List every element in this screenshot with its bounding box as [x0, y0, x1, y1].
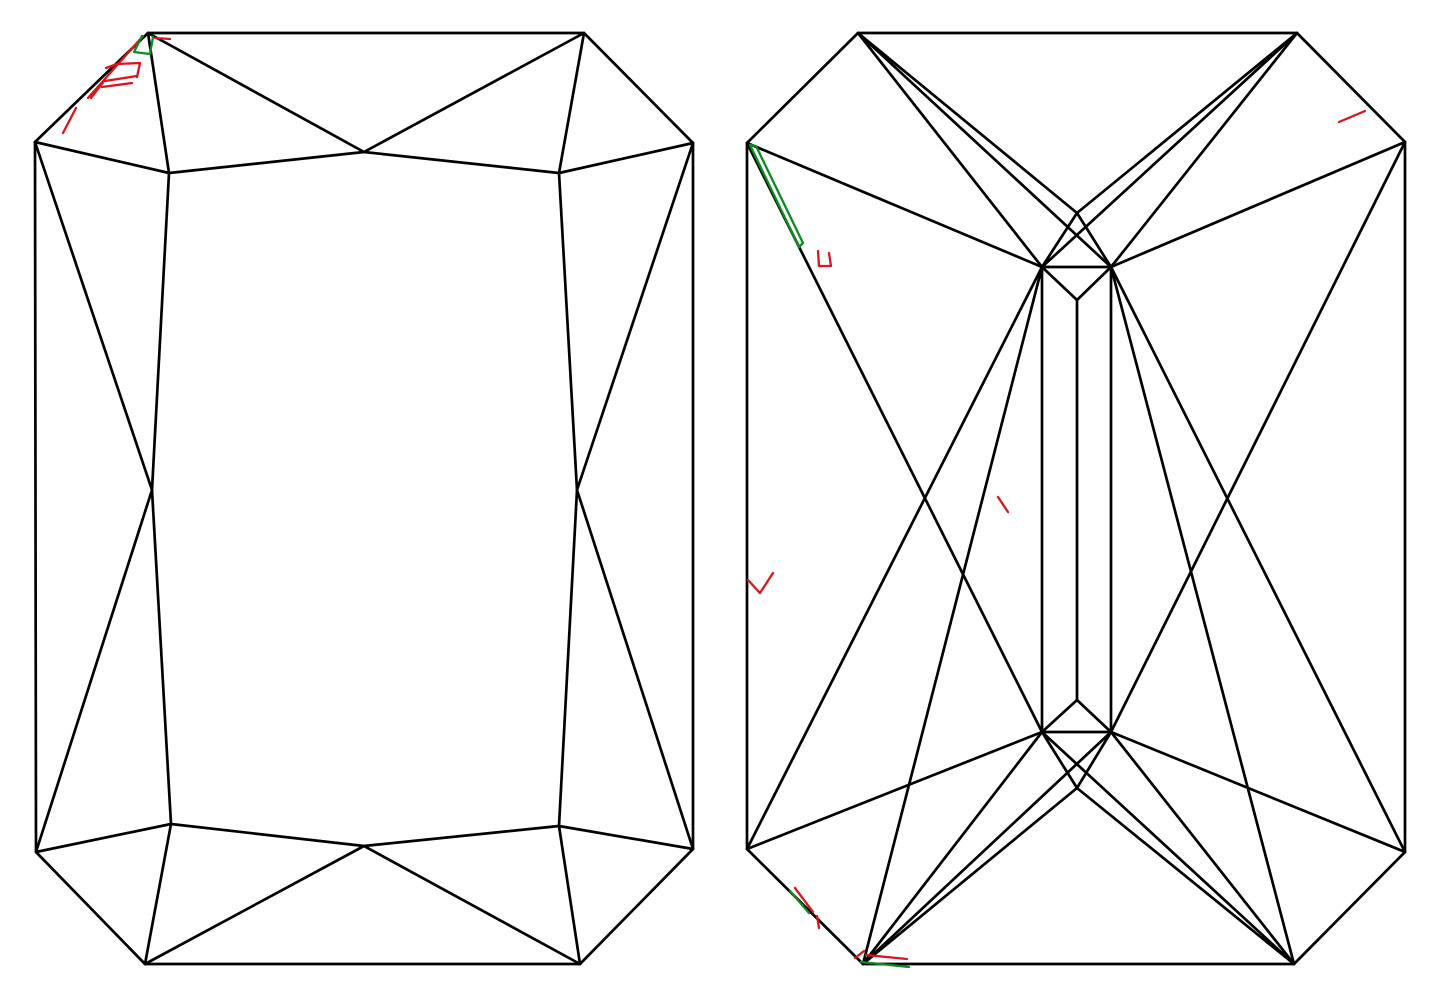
red-inclusion-mark	[996, 495, 1010, 514]
facet-line	[557, 824, 582, 966]
pavilion-view-plot	[745, 31, 1407, 969]
facet-line	[856, 31, 1079, 215]
red-inclusion-mark	[1337, 109, 1367, 124]
facet-line	[34, 822, 173, 854]
red-inclusion-mark	[853, 949, 866, 960]
facet-line	[1075, 211, 1113, 269]
facet-line	[861, 786, 1079, 966]
facet-line	[143, 822, 173, 966]
facet-line	[362, 844, 582, 966]
facet-line	[1075, 265, 1113, 302]
facet-line	[33, 140, 154, 492]
red-inclusion-mark	[793, 886, 815, 914]
facet-line	[1075, 786, 1296, 966]
facet-line	[557, 141, 695, 175]
facet-line	[143, 844, 366, 966]
facet-line	[1109, 265, 1407, 854]
facet-line	[856, 31, 1044, 269]
facet-line	[861, 730, 1044, 966]
facet-line	[1109, 265, 1296, 966]
facet-line	[1109, 140, 1407, 269]
red-inclusion-mark	[864, 953, 909, 961]
facet-line	[1109, 31, 1299, 269]
facet-line	[1075, 730, 1113, 790]
facet-line	[1109, 730, 1296, 966]
facet-line	[1109, 730, 1407, 854]
red-inclusion-mark	[104, 61, 142, 79]
facet-outline	[150, 150, 579, 848]
facet-outline	[33, 31, 695, 966]
red-inclusion-mark	[89, 79, 106, 100]
crown-view-plot	[33, 31, 695, 966]
facet-line	[745, 730, 1044, 851]
red-inclusion-mark	[816, 249, 833, 268]
facet-line	[34, 488, 154, 854]
red-inclusion-mark	[100, 81, 134, 89]
facet-line	[146, 31, 171, 175]
facet-line	[1075, 698, 1113, 734]
red-inclusion-mark	[746, 571, 775, 595]
facet-line	[33, 140, 171, 175]
green-inclusion-mark	[132, 34, 155, 56]
facet-line	[1040, 211, 1079, 269]
red-inclusion-mark	[153, 36, 172, 41]
facet-line	[146, 31, 366, 154]
facet-line	[1040, 31, 1299, 269]
facet-line	[745, 141, 1044, 269]
facet-line	[575, 488, 695, 851]
facet-line	[1040, 698, 1079, 734]
facet-line	[1040, 730, 1296, 966]
red-inclusion-mark	[103, 74, 139, 83]
green-inclusion-mark	[788, 889, 811, 915]
facet-line	[1109, 140, 1407, 734]
facet-line	[575, 141, 695, 492]
red-inclusion-mark	[86, 34, 145, 100]
facet-line	[856, 31, 1113, 269]
facet-line	[1075, 31, 1299, 215]
facet-line	[1040, 265, 1079, 302]
facet-line	[557, 824, 695, 851]
green-inclusion-mark	[748, 143, 805, 249]
green-inclusion-mark	[859, 960, 911, 969]
facet-line	[861, 730, 1113, 966]
facet-line	[745, 265, 1044, 851]
facet-line	[362, 31, 586, 154]
facet-line	[557, 31, 586, 175]
facet-line	[861, 265, 1044, 966]
facet-line	[1040, 730, 1079, 790]
red-inclusion-mark	[815, 914, 821, 930]
red-inclusion-mark	[61, 106, 78, 135]
